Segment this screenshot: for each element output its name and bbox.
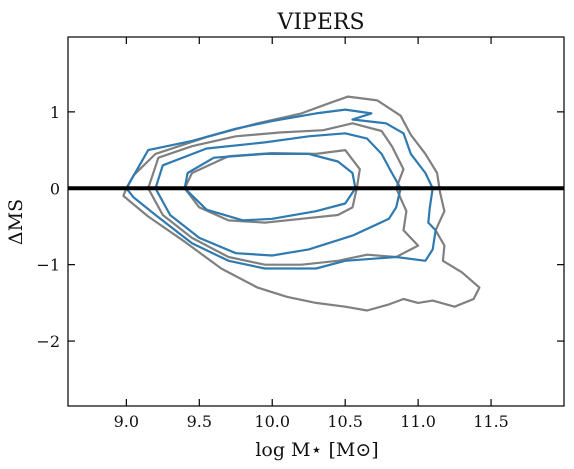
contour-gray-2 [147,122,420,266]
y-tick-label: 1 [50,103,60,122]
x-tick-label: 9.5 [187,412,212,431]
y-tick-label: 0 [50,179,60,198]
contour-blue-4 [125,108,437,270]
x-axis-label: log M⋆ [M⊙] [255,439,378,461]
contour-blue-6 [183,152,357,222]
tick-layer: 9.0 9.5 10.0 10.5 11.0 11.5 1 0 −1 −2 [36,37,564,431]
chart-title: VIPERS [276,10,364,35]
x-tick-label: 11.0 [400,412,436,431]
contour-layer [122,95,481,312]
plot-frame [67,36,565,407]
x-tick-label: 10.5 [327,412,363,431]
y-axis-label: ΔMS [5,199,27,245]
x-tick-label: 9.0 [114,412,139,431]
y-tick-label: −1 [36,256,60,275]
contour-gray-1 [122,95,481,312]
x-tick-label: 10.0 [254,412,290,431]
y-tick-label: −2 [36,332,60,351]
x-tick-label: 11.5 [473,412,509,431]
